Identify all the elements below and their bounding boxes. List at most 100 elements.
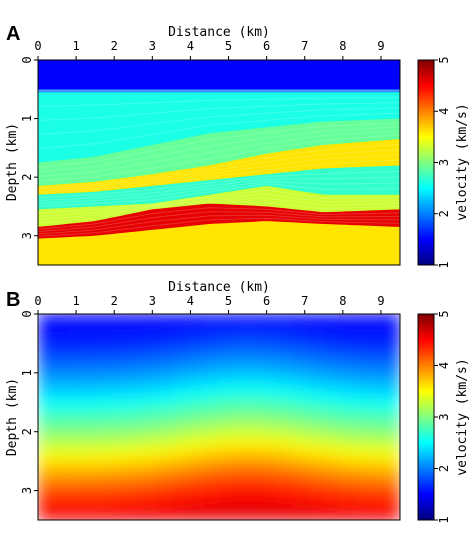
velocity-cell — [112, 462, 129, 469]
velocity-cell — [38, 508, 54, 515]
velocity-cell — [339, 416, 356, 424]
velocity-cell — [38, 399, 54, 407]
velocity-cell — [278, 502, 295, 510]
velocity-cell — [112, 433, 129, 441]
velocity-cell — [143, 342, 160, 349]
velocity-cell — [38, 485, 54, 492]
velocity-cell — [233, 513, 250, 520]
velocity-cell — [218, 387, 235, 395]
panel-a-y-ticks: 0 1 2 3 — [20, 56, 38, 239]
velocity-cell — [233, 387, 250, 395]
velocity-cell — [52, 370, 69, 378]
velocity-cell — [97, 314, 114, 321]
velocity-cell — [67, 370, 84, 378]
y-tick-label: 1 — [20, 115, 34, 122]
velocity-cell — [203, 433, 220, 441]
velocity-cell — [173, 353, 190, 361]
velocity-cell — [158, 456, 175, 464]
velocity-cell — [143, 314, 160, 321]
velocity-cell — [38, 319, 54, 326]
velocity-cell — [278, 376, 295, 384]
velocity-cell — [188, 468, 205, 475]
velocity-cell — [278, 479, 295, 487]
strata-line — [38, 159, 400, 194]
velocity-cell — [173, 433, 190, 441]
velocity-cell — [354, 485, 371, 492]
velocity-cell — [82, 393, 99, 401]
velocity-cell — [369, 410, 386, 418]
velocity-cell — [263, 496, 280, 504]
velocity-cell — [233, 422, 250, 429]
velocity-cell — [248, 336, 265, 344]
velocity-cell — [38, 456, 54, 464]
velocity-cell — [309, 399, 326, 407]
velocity-cell — [309, 490, 326, 498]
velocity-cell — [97, 513, 114, 520]
velocity-cell — [143, 468, 160, 475]
velocity-cell — [324, 508, 341, 515]
velocity-cell — [38, 353, 54, 361]
velocity-cell — [278, 473, 295, 481]
velocity-cell — [143, 508, 160, 515]
velocity-cell — [188, 456, 205, 464]
velocity-cell — [233, 370, 250, 378]
velocity-cell — [248, 508, 265, 515]
velocity-cell — [324, 324, 341, 332]
velocity-cell — [369, 450, 386, 458]
velocity-cell — [82, 513, 99, 520]
velocity-cell — [128, 508, 145, 515]
x-tick-label: 3 — [149, 294, 156, 308]
velocity-cell — [278, 353, 295, 361]
velocity-cell — [128, 342, 145, 349]
velocity-cell — [128, 513, 145, 520]
velocity-cell — [263, 479, 280, 487]
velocity-cell — [158, 319, 175, 326]
velocity-cell — [233, 410, 250, 418]
velocity-cell — [143, 370, 160, 378]
velocity-cell — [354, 359, 371, 366]
strata-line — [38, 154, 400, 192]
velocity-cell — [52, 319, 69, 326]
velocity-cell — [158, 479, 175, 487]
velocity-cell — [233, 496, 250, 504]
velocity-cell — [278, 382, 295, 389]
velocity-cell — [173, 496, 190, 504]
velocity-cell — [97, 353, 114, 361]
velocity-cell — [82, 359, 99, 366]
velocity-cell — [52, 433, 69, 441]
panel-b-x-ticks: 0 1 2 3 4 5 6 7 8 9 — [34, 294, 385, 314]
velocity-cell — [354, 445, 371, 452]
velocity-cell — [173, 416, 190, 424]
strata-line — [38, 183, 400, 207]
velocity-cell — [97, 393, 114, 401]
velocity-cell — [112, 513, 129, 520]
velocity-cell — [354, 336, 371, 344]
velocity-cell — [369, 496, 386, 504]
velocity-cell — [369, 359, 386, 366]
velocity-cell — [324, 314, 341, 321]
velocity-cell — [38, 416, 54, 424]
velocity-cell — [218, 382, 235, 389]
y-tick-label: 0 — [20, 56, 34, 63]
velocity-cell — [97, 496, 114, 504]
velocity-cell — [293, 439, 310, 447]
velocity-cell — [97, 445, 114, 452]
velocity-cell — [384, 336, 400, 344]
velocity-cell — [112, 479, 129, 487]
velocity-cell — [173, 319, 190, 326]
velocity-cell — [384, 468, 400, 475]
velocity-cell — [52, 336, 69, 344]
velocity-cell — [188, 359, 205, 366]
velocity-cell — [309, 416, 326, 424]
velocity-cell — [52, 462, 69, 469]
velocity-cell — [158, 347, 175, 355]
velocity-cell — [278, 508, 295, 515]
velocity-cell — [52, 427, 69, 435]
velocity-cell — [173, 370, 190, 378]
velocity-cell — [263, 462, 280, 469]
velocity-cell — [233, 416, 250, 424]
velocity-cell — [293, 473, 310, 481]
velocity-cell — [339, 342, 356, 349]
velocity-cell — [158, 513, 175, 520]
velocity-cell — [158, 353, 175, 361]
